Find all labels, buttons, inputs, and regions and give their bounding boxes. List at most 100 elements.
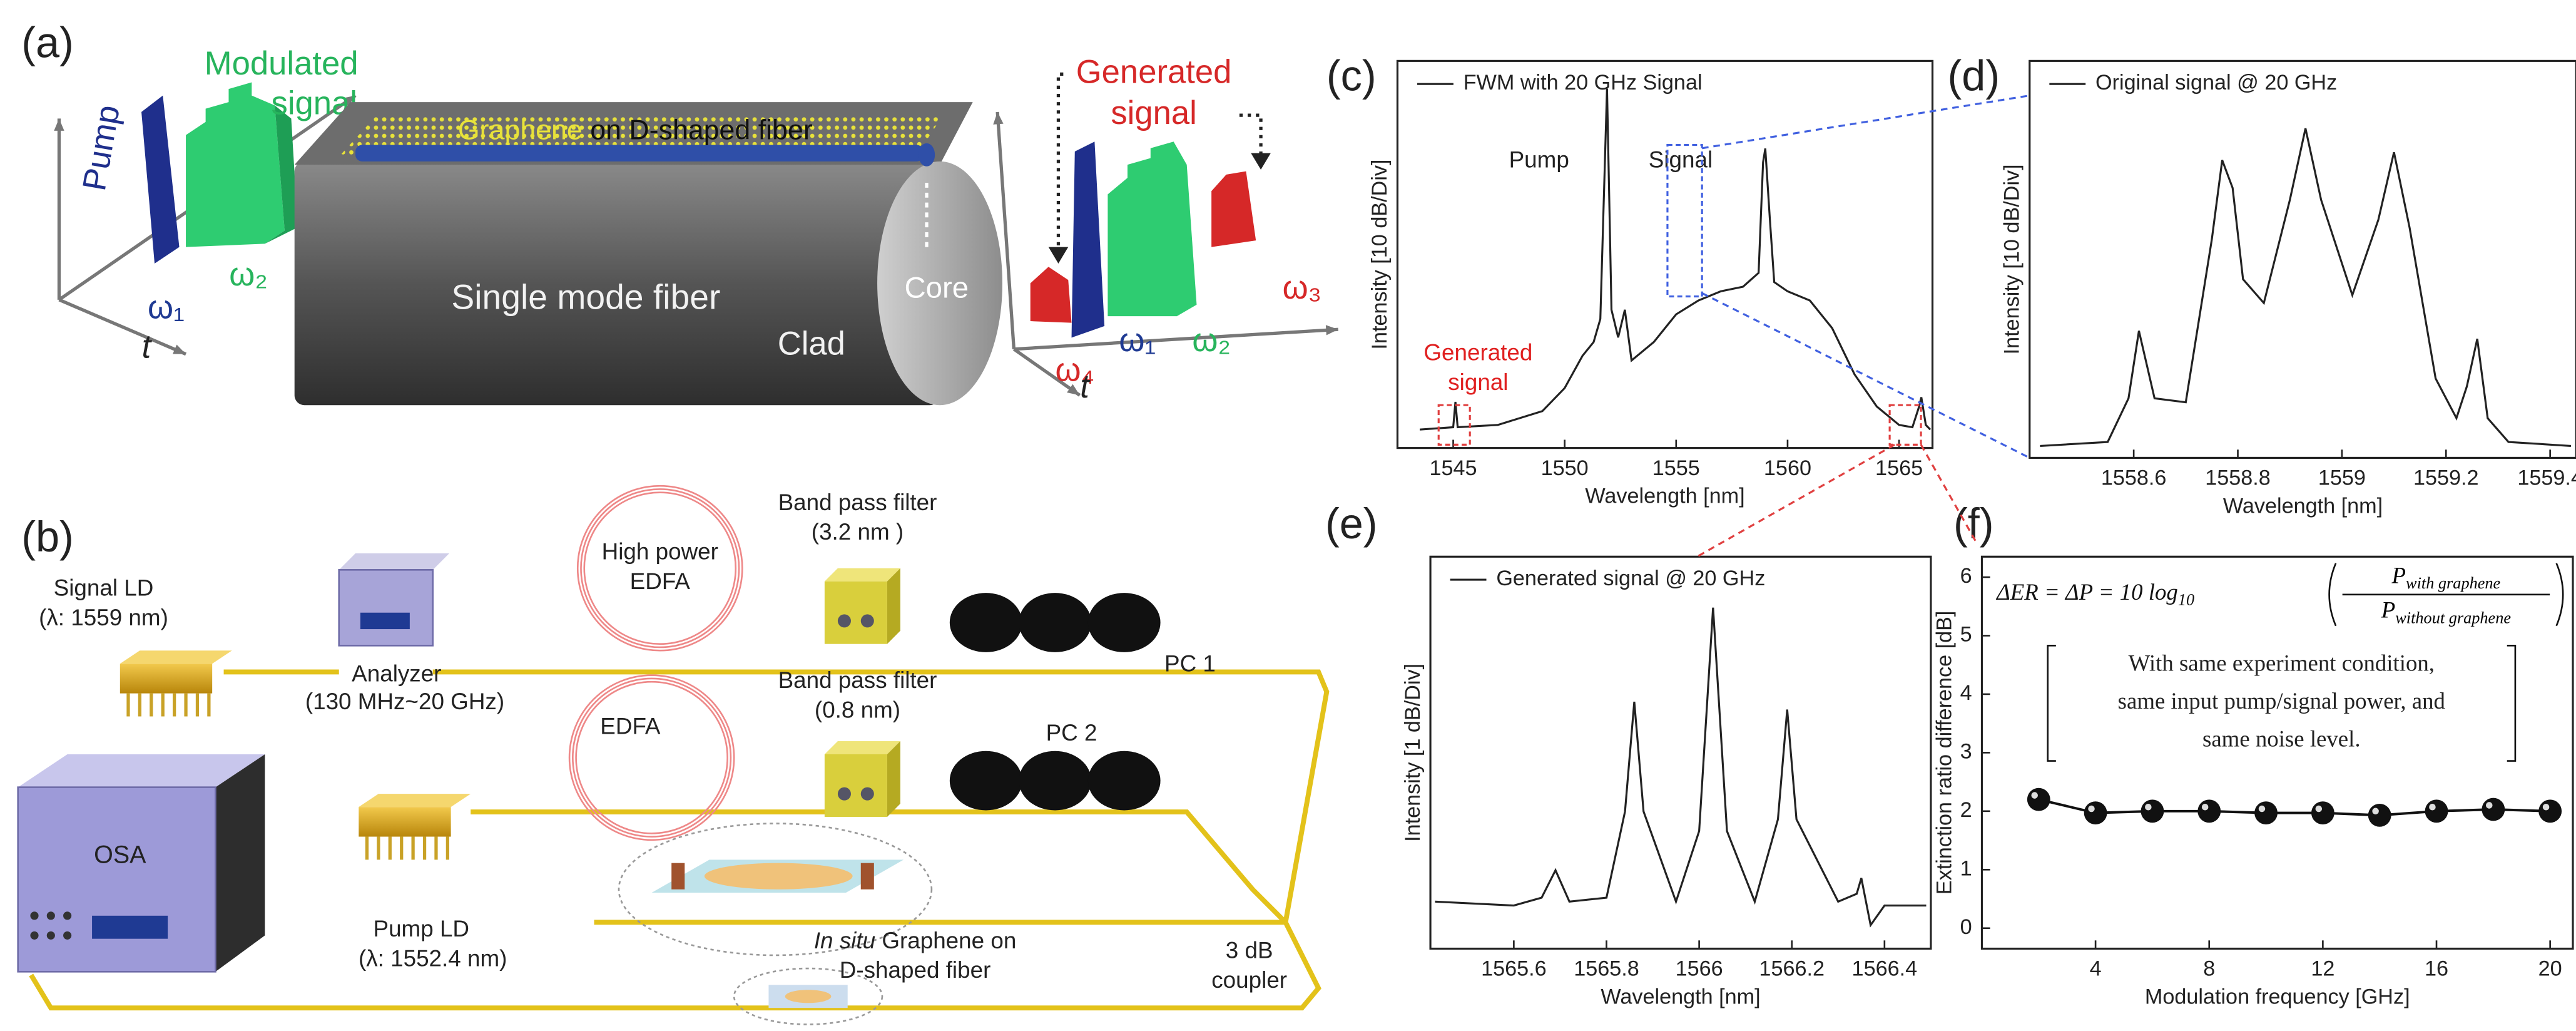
filter-top bbox=[824, 741, 900, 754]
x-tick-label: 12 bbox=[2311, 957, 2334, 981]
x-tick-label: 16 bbox=[2425, 957, 2448, 981]
pc-label: PC 1 bbox=[1164, 651, 1216, 677]
fiber-title-rest: on D-shaped fiber bbox=[583, 115, 813, 145]
panel-label: (e) bbox=[1325, 500, 1378, 548]
x-tick-label: 1545 bbox=[1429, 456, 1477, 480]
analyzer-screen bbox=[360, 612, 410, 630]
filter-side bbox=[887, 568, 900, 644]
x-tick-label: 1560 bbox=[1764, 456, 1811, 480]
dotted-pointer bbox=[1056, 72, 1064, 255]
legend-label: Original signal @ 20 GHz bbox=[2095, 71, 2337, 95]
sample-label: D-shaped fiber bbox=[840, 957, 991, 983]
note-line: With same experiment condition, bbox=[2129, 650, 2435, 675]
out-signal-pulse bbox=[1107, 141, 1197, 317]
y-axis-label: Intensity [1 dB/Div] bbox=[1401, 664, 1425, 842]
formula: ΔER = ΔP = 10 log10 bbox=[1995, 579, 2194, 608]
analyzer-label: Analyzer bbox=[352, 660, 441, 686]
pc-paddle bbox=[1019, 593, 1092, 652]
marker-highlight bbox=[2258, 805, 2266, 813]
generated-pulse bbox=[1211, 171, 1256, 247]
plot-frame bbox=[2029, 59, 2576, 459]
zoom-line bbox=[1701, 95, 2030, 150]
dotted-pointer bbox=[1239, 113, 1263, 158]
data-marker bbox=[2197, 799, 2221, 823]
osa-screen bbox=[92, 915, 168, 939]
arrow-head bbox=[1251, 153, 1271, 170]
pump-ld-label: (λ: 1552.4 nm) bbox=[359, 946, 507, 972]
x-axis-label: Wavelength [nm] bbox=[1585, 485, 1744, 508]
filter-body bbox=[824, 581, 887, 644]
annotation: Pump bbox=[1509, 147, 1569, 173]
analyzer-top bbox=[339, 553, 450, 570]
modulated-pulse bbox=[186, 82, 285, 247]
x-tick-label: 1559.4 bbox=[2517, 466, 2576, 490]
x-tick-label: 1558.6 bbox=[2101, 466, 2167, 490]
annotation: Generated bbox=[1423, 339, 1532, 365]
electrode bbox=[860, 863, 874, 890]
sample-label: In situ Graphene on bbox=[814, 928, 1017, 953]
fiber-core bbox=[355, 145, 924, 162]
y-axis-label: Extinction ratio difference [dB] bbox=[1933, 611, 1957, 895]
formula-num-sub: with graphene bbox=[2406, 574, 2501, 592]
zoom-line bbox=[1920, 444, 1978, 545]
arrow-head bbox=[1325, 325, 1338, 336]
pump-label: Pump bbox=[76, 102, 127, 193]
data-marker bbox=[2311, 801, 2334, 825]
edfa-label: EDFA bbox=[600, 714, 661, 739]
formula-den: Pwithout graphene bbox=[2381, 597, 2512, 627]
zoom-box bbox=[1666, 143, 1703, 298]
bracket bbox=[2047, 645, 2517, 762]
data-line bbox=[2038, 798, 2550, 817]
edfa-label: EDFA bbox=[630, 568, 691, 594]
pc-paddle bbox=[1087, 751, 1161, 811]
generated-label: signal bbox=[1111, 95, 1196, 131]
osa-knob bbox=[63, 931, 72, 940]
plot-frame bbox=[1396, 59, 1934, 449]
osa-knob bbox=[63, 911, 72, 920]
omega-label: ω₃ bbox=[1283, 269, 1322, 306]
plot-frame bbox=[1429, 555, 1932, 950]
x-axis-label: Wavelength [nm] bbox=[1601, 985, 1760, 1008]
core-end bbox=[918, 143, 935, 167]
marker-highlight bbox=[2031, 792, 2038, 799]
out-pump-pulse bbox=[1071, 141, 1105, 338]
graphene-word: Graphene bbox=[458, 115, 583, 145]
data-marker bbox=[2368, 803, 2391, 827]
x-tick-label: 4 bbox=[2090, 957, 2102, 981]
filter-label: Band pass filter bbox=[778, 490, 937, 515]
pc-paddle bbox=[949, 593, 1022, 652]
note-line: same input pump/signal power, and bbox=[2118, 688, 2445, 714]
x-tick-label: 20 bbox=[2538, 957, 2562, 981]
fiber bbox=[432, 669, 1330, 923]
axis-arrow bbox=[995, 111, 1016, 349]
y-tick-label: 5 bbox=[1960, 622, 1972, 646]
generated-label: Generated bbox=[1076, 53, 1232, 90]
osa-knob bbox=[30, 931, 39, 940]
filter-body bbox=[824, 754, 887, 817]
filter-label: (0.8 nm) bbox=[815, 697, 900, 722]
pump-pulse bbox=[141, 95, 180, 264]
marker-highlight bbox=[2486, 802, 2493, 809]
panel-label: (f) bbox=[1953, 500, 1994, 548]
marker-highlight bbox=[2429, 803, 2436, 811]
filter-port bbox=[837, 787, 851, 801]
axis-label: t bbox=[142, 329, 153, 366]
coupler-label: 3 dB bbox=[1226, 937, 1273, 963]
zoom-box bbox=[1437, 404, 1471, 446]
osa-side bbox=[215, 754, 265, 972]
x-axis-label: Wavelength [nm] bbox=[2223, 494, 2383, 518]
formula-lhs: ΔER = ΔP = 10 log bbox=[1995, 579, 2178, 605]
zoom-line bbox=[1696, 443, 1895, 558]
marker-highlight bbox=[2542, 803, 2550, 811]
electrode bbox=[671, 863, 685, 890]
axis-arrow bbox=[58, 298, 187, 356]
filter-label: Band pass filter bbox=[778, 667, 937, 693]
y-tick-label: 6 bbox=[1960, 564, 1972, 588]
omega-label: ω₂ bbox=[1192, 322, 1231, 359]
data-marker bbox=[2482, 798, 2505, 821]
pc-paddle bbox=[949, 751, 1022, 811]
formula-den-base: P bbox=[2381, 597, 2396, 623]
fiber bbox=[471, 809, 1288, 925]
